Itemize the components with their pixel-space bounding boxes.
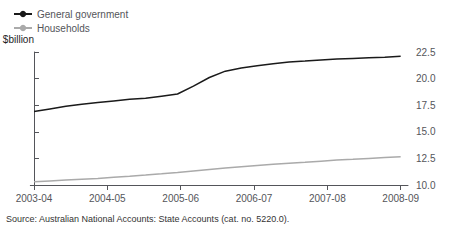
svg-text:2003-04: 2003-04 — [16, 193, 53, 204]
svg-text:Households: Households — [37, 23, 90, 34]
svg-text:2006-07: 2006-07 — [236, 193, 273, 204]
svg-text:General government: General government — [37, 9, 128, 20]
svg-text:2007-08: 2007-08 — [309, 193, 346, 204]
svg-text:$billion: $billion — [3, 34, 34, 45]
svg-text:10.0: 10.0 — [416, 180, 436, 191]
svg-text:15.0: 15.0 — [416, 126, 436, 137]
svg-text:2008-09: 2008-09 — [382, 193, 419, 204]
svg-text:Source: Australian National Ac: Source: Australian National Accounts: St… — [6, 214, 289, 224]
svg-text:17.5: 17.5 — [416, 100, 436, 111]
svg-text:12.5: 12.5 — [416, 153, 436, 164]
svg-text:22.5: 22.5 — [416, 47, 436, 58]
svg-text:2004-05: 2004-05 — [89, 193, 126, 204]
svg-text:20.0: 20.0 — [416, 73, 436, 84]
svg-text:2005-06: 2005-06 — [162, 193, 199, 204]
